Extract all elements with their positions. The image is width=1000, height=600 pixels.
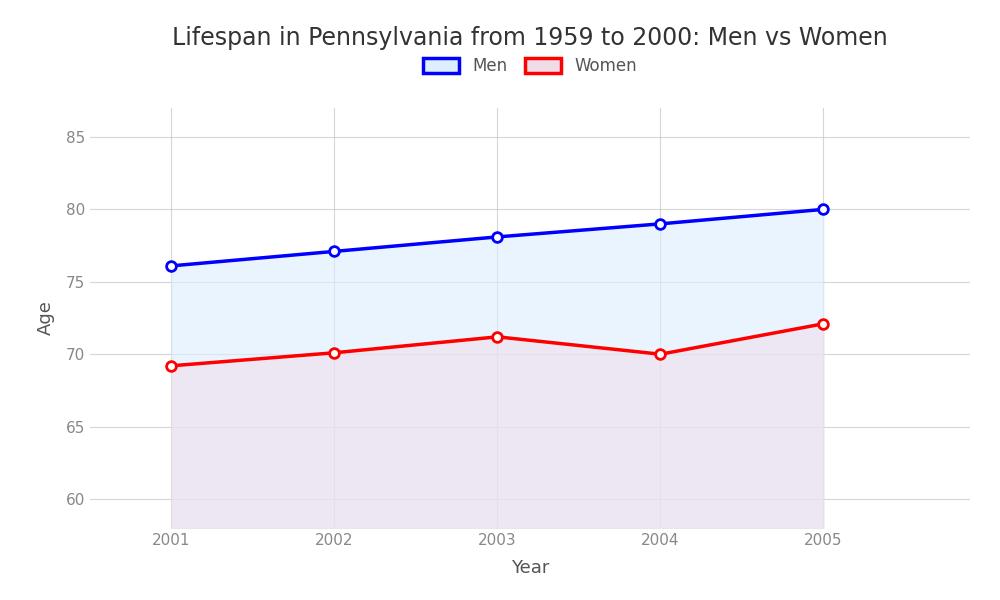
Title: Lifespan in Pennsylvania from 1959 to 2000: Men vs Women: Lifespan in Pennsylvania from 1959 to 20… xyxy=(172,26,888,50)
Legend: Men, Women: Men, Women xyxy=(414,49,646,84)
Y-axis label: Age: Age xyxy=(37,301,55,335)
X-axis label: Year: Year xyxy=(511,559,549,577)
